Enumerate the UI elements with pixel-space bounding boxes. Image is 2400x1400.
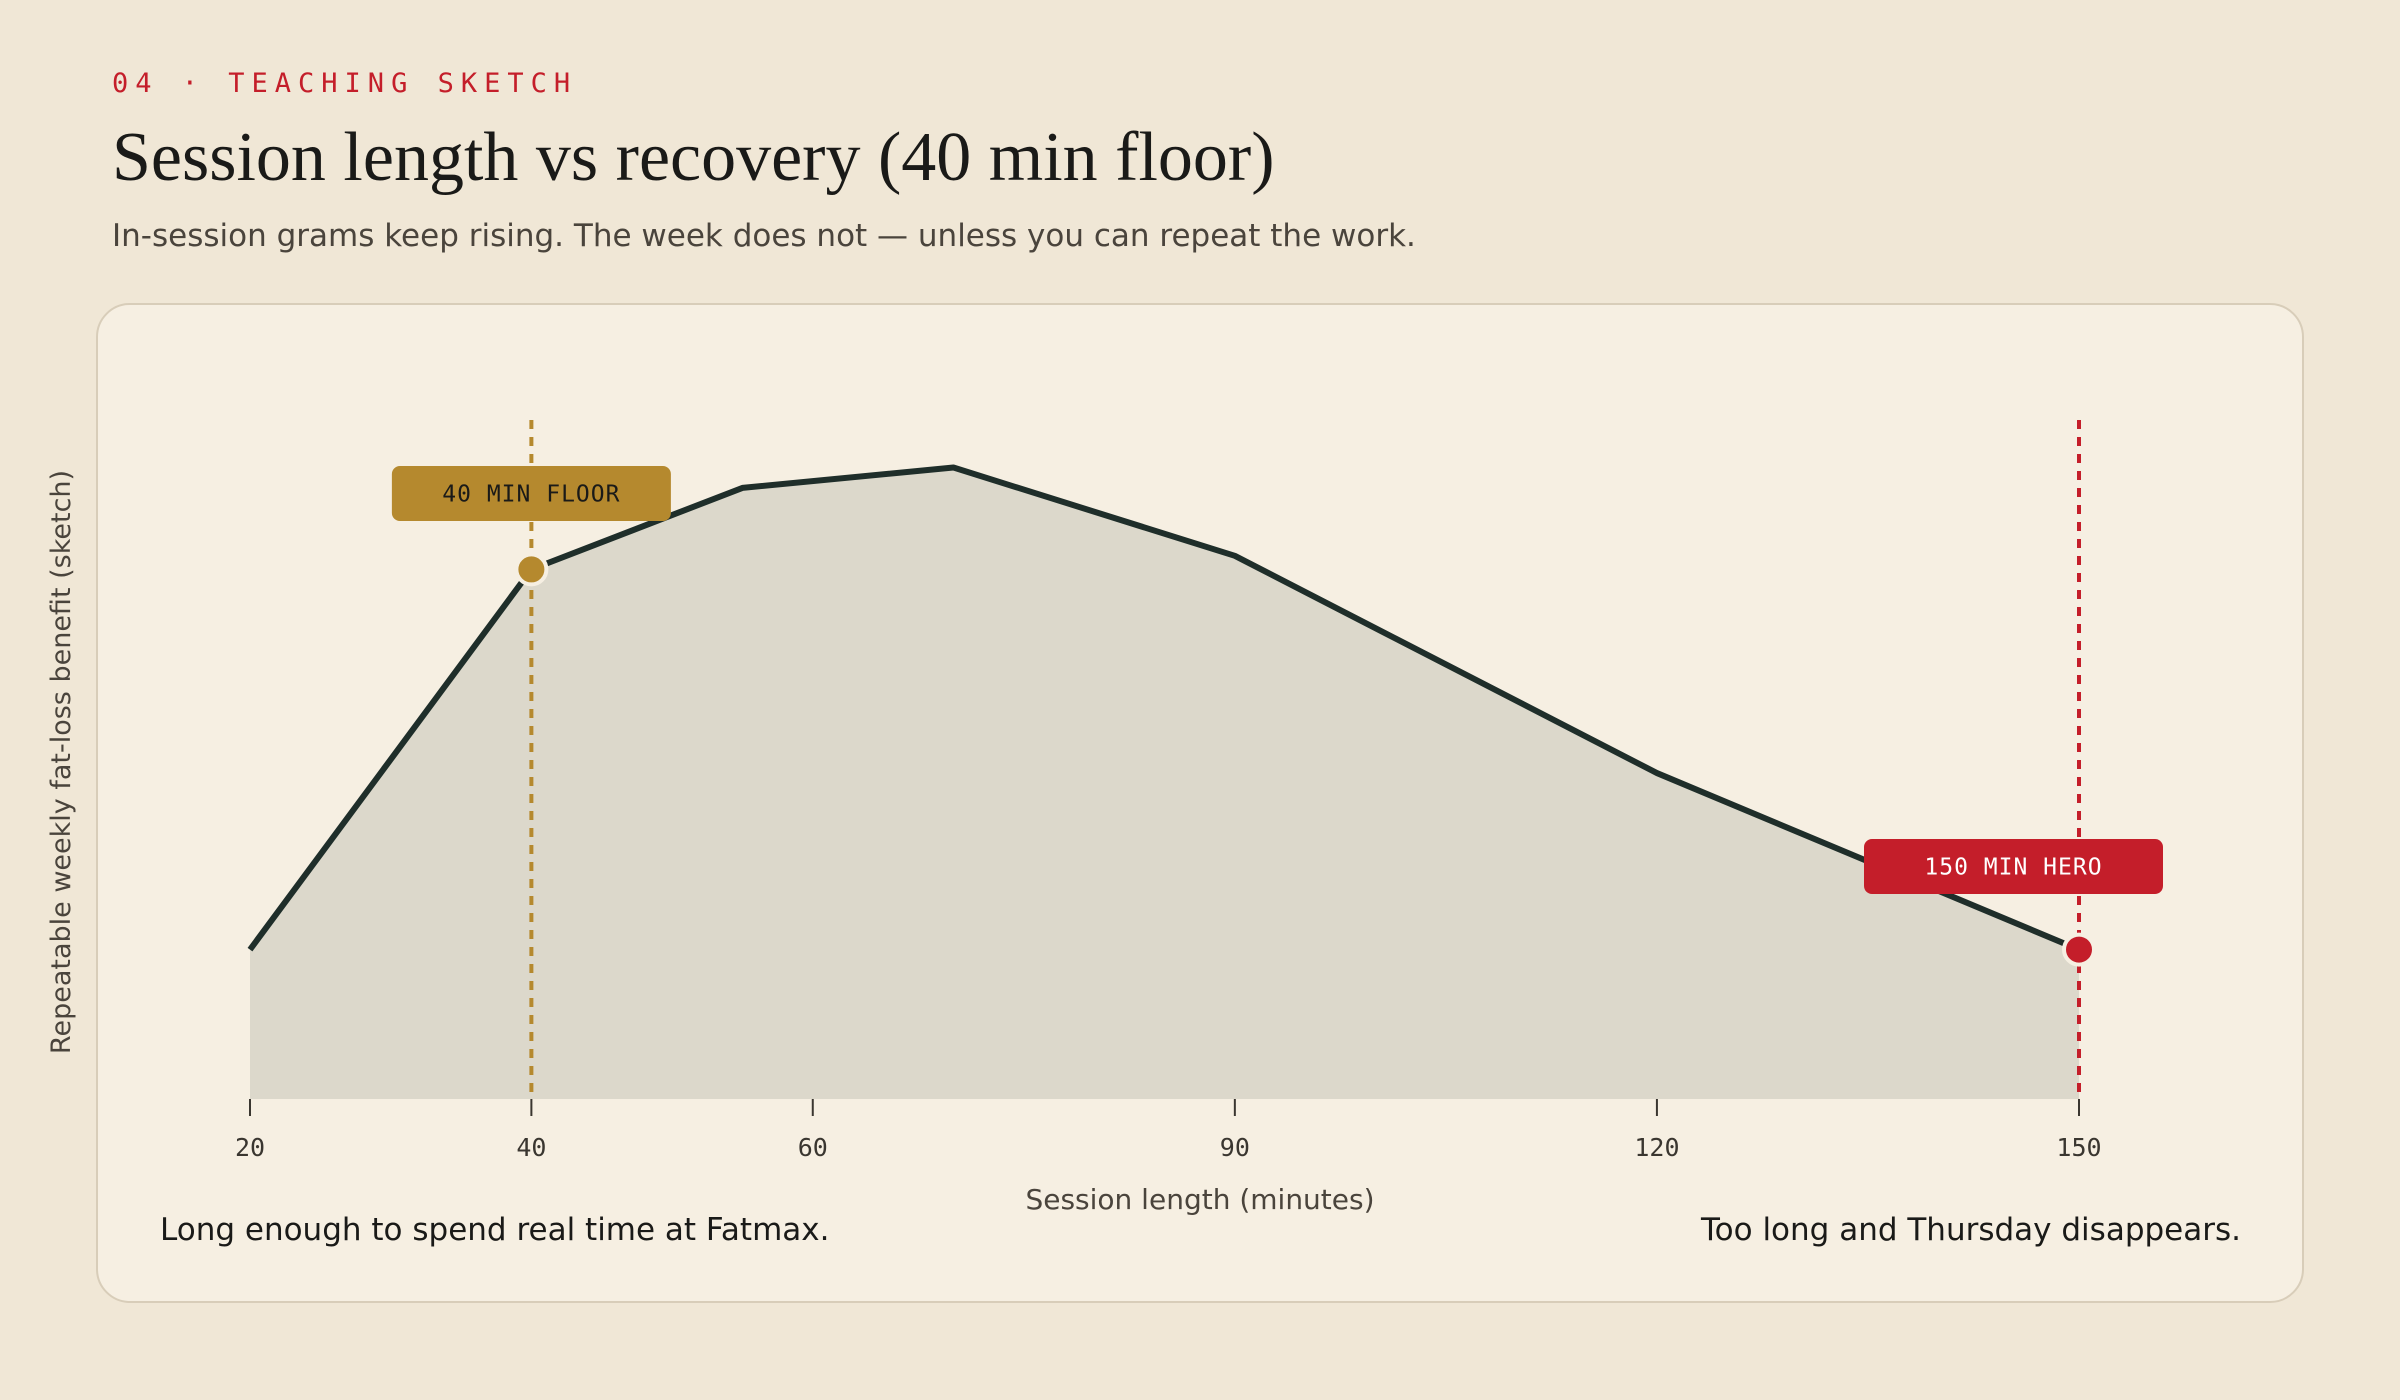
y-axis-label: Repeatable weekly fat-loss benefit (sket… bbox=[46, 470, 77, 1054]
page-subtitle: In-session grams keep rising. The week d… bbox=[112, 218, 1416, 254]
marker-lines bbox=[529, 420, 2081, 1099]
note-left: Long enough to spend real time at Fatmax… bbox=[160, 1212, 829, 1248]
marker-badge-label-40: 40 MIN FLOOR bbox=[442, 482, 620, 508]
x-tick-label-120: 120 bbox=[1634, 1133, 1679, 1162]
x-tick-label-150: 150 bbox=[2056, 1133, 2101, 1162]
marker-dot-40 bbox=[514, 552, 549, 587]
x-axis-ticks: 20 40 60 90 120 150 bbox=[235, 1099, 2102, 1162]
markers: 40 MIN FLOOR 150 MIN HERO bbox=[391, 466, 2163, 967]
x-tick-label-20: 20 bbox=[235, 1133, 265, 1162]
chart-area-fill bbox=[250, 467, 2079, 1099]
marker-dot-150 bbox=[2062, 932, 2096, 967]
x-tick-label-90: 90 bbox=[1220, 1133, 1250, 1162]
note-right: Too long and Thursday disappears. bbox=[1700, 1212, 2241, 1248]
eyebrow-label: 04 · TEACHING SKETCH bbox=[112, 68, 578, 99]
page-title: Session length vs recovery (40 min floor… bbox=[112, 119, 1275, 196]
x-axis-label: Session length (minutes) bbox=[1025, 1183, 1374, 1216]
x-tick-label-40: 40 bbox=[516, 1133, 546, 1162]
marker-badge-150 bbox=[1864, 839, 2163, 894]
marker-badge-40 bbox=[391, 466, 671, 521]
x-tick-label-60: 60 bbox=[798, 1133, 828, 1162]
marker-badge-label-150: 150 MIN HERO bbox=[1924, 855, 2102, 881]
